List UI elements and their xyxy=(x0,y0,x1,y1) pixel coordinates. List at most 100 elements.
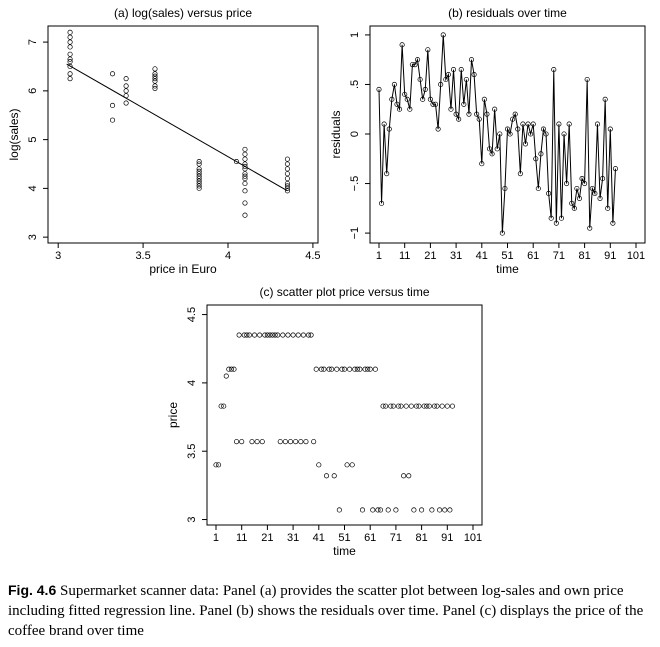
data-point xyxy=(284,183,290,189)
y-axis-label: price xyxy=(166,402,180,428)
data-point xyxy=(367,366,373,372)
data-point xyxy=(407,106,413,112)
data-point xyxy=(535,185,541,192)
data-point xyxy=(323,473,330,479)
data-point xyxy=(67,76,73,82)
data-point xyxy=(259,439,265,445)
data-point xyxy=(246,332,252,338)
data-point xyxy=(458,67,464,73)
data-point xyxy=(421,403,427,409)
data-point xyxy=(492,106,498,112)
data-point xyxy=(504,126,511,132)
data-point xyxy=(413,403,420,409)
data-point xyxy=(391,81,397,88)
data-point xyxy=(384,171,390,177)
x-axis-label: time xyxy=(333,544,356,558)
data-point xyxy=(231,366,237,372)
data-point xyxy=(196,168,202,174)
data-point xyxy=(594,121,601,127)
data-point xyxy=(67,44,73,50)
data-point xyxy=(439,403,445,409)
data-point xyxy=(434,403,440,409)
y-tick-label: 3 xyxy=(186,516,198,522)
data-point xyxy=(420,96,426,102)
data-point xyxy=(390,403,396,409)
data-point xyxy=(517,171,523,177)
data-point xyxy=(123,76,129,82)
data-point xyxy=(512,111,518,117)
data-point xyxy=(411,507,417,513)
data-point xyxy=(377,507,384,513)
data-point xyxy=(152,76,158,82)
data-point xyxy=(311,439,317,445)
data-point xyxy=(543,131,549,137)
x-tick-label: 41 xyxy=(313,532,325,544)
x-tick-label: 51 xyxy=(501,250,513,262)
data-point xyxy=(525,121,531,127)
data-point xyxy=(284,176,290,182)
data-point xyxy=(290,332,296,338)
data-point xyxy=(538,151,544,157)
data-point xyxy=(592,190,598,197)
data-point xyxy=(218,403,224,409)
y-tick-label: 4 xyxy=(27,185,39,191)
data-point xyxy=(389,96,395,102)
data-point xyxy=(574,185,580,192)
data-point xyxy=(429,507,435,513)
data-point xyxy=(385,507,391,513)
data-point xyxy=(221,403,227,409)
data-point xyxy=(298,439,304,445)
data-point xyxy=(196,171,202,177)
data-point xyxy=(399,42,405,48)
data-point xyxy=(442,507,448,513)
data-point xyxy=(576,195,583,201)
x-tick-label: 71 xyxy=(390,532,402,544)
data-point xyxy=(254,439,260,445)
y-tick-label: −.5 xyxy=(349,176,361,192)
data-point xyxy=(67,34,73,40)
x-tick-label: 61 xyxy=(364,532,376,544)
y-tick-label: −1 xyxy=(349,227,361,240)
data-point xyxy=(109,117,116,123)
data-point xyxy=(334,366,340,372)
data-point xyxy=(223,373,229,379)
y-axis-label: residuals xyxy=(329,110,343,158)
data-point xyxy=(447,507,453,513)
data-point xyxy=(347,366,353,372)
data-point xyxy=(242,180,248,187)
data-point xyxy=(414,57,421,63)
data-point xyxy=(528,131,534,137)
x-tick-label: 31 xyxy=(287,532,299,544)
data-line xyxy=(378,34,616,234)
data-point xyxy=(571,205,577,211)
data-point xyxy=(440,32,446,38)
plot-frame xyxy=(47,25,319,244)
data-point xyxy=(515,126,521,132)
data-point xyxy=(403,403,409,409)
data-point xyxy=(257,332,263,338)
data-point xyxy=(242,212,248,218)
y-tick-label: 6 xyxy=(27,88,39,94)
data-point xyxy=(445,72,451,78)
data-point xyxy=(305,332,312,338)
data-point xyxy=(435,126,441,132)
y-tick-label: 0 xyxy=(349,131,361,137)
x-axis-label: time xyxy=(496,262,519,276)
data-point xyxy=(313,366,319,372)
data-point xyxy=(412,62,418,68)
data-point xyxy=(425,47,431,53)
data-point xyxy=(408,403,414,409)
data-point xyxy=(438,81,444,88)
data-point xyxy=(530,121,536,127)
data-point xyxy=(308,332,314,338)
data-point xyxy=(152,78,158,84)
data-point xyxy=(432,101,439,107)
data-point xyxy=(280,332,286,338)
data-point xyxy=(533,156,539,162)
data-point xyxy=(357,366,363,372)
y-tick-label: 5 xyxy=(27,137,39,143)
data-point xyxy=(376,86,382,92)
data-point xyxy=(375,507,381,513)
chart-title: (a) log(sales) versus price xyxy=(114,6,252,20)
data-point xyxy=(109,71,116,77)
